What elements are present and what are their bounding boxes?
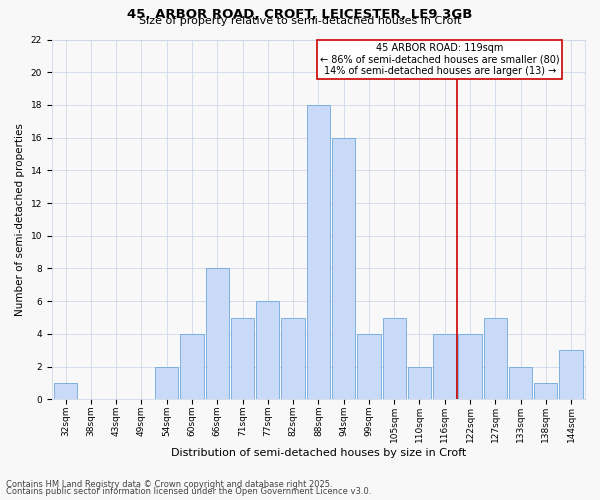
Bar (155, 366, 178, 400)
Bar (509, 366, 532, 400)
Bar (231, 318, 254, 400)
Text: Contains public sector information licensed under the Open Government Licence v3: Contains public sector information licen… (6, 487, 371, 496)
Text: 45 ARBOR ROAD: 119sqm
← 86% of semi-detached houses are smaller (80)
14% of semi: 45 ARBOR ROAD: 119sqm ← 86% of semi-deta… (320, 43, 560, 76)
X-axis label: Distribution of semi-detached houses by size in Croft: Distribution of semi-detached houses by … (171, 448, 466, 458)
Y-axis label: Number of semi-detached properties: Number of semi-detached properties (15, 123, 25, 316)
Bar (307, 105, 330, 400)
Bar (484, 318, 507, 400)
Bar (54, 383, 77, 400)
Bar (383, 318, 406, 400)
Bar (281, 318, 305, 400)
Bar (358, 334, 380, 400)
Bar (559, 350, 583, 400)
Bar (408, 366, 431, 400)
Bar (433, 334, 457, 400)
Text: 45, ARBOR ROAD, CROFT, LEICESTER, LE9 3GB: 45, ARBOR ROAD, CROFT, LEICESTER, LE9 3G… (127, 8, 473, 20)
Text: Size of property relative to semi-detached houses in Croft: Size of property relative to semi-detach… (139, 16, 461, 26)
Bar (332, 138, 355, 400)
Text: Contains HM Land Registry data © Crown copyright and database right 2025.: Contains HM Land Registry data © Crown c… (6, 480, 332, 489)
Bar (206, 268, 229, 400)
Bar (181, 334, 203, 400)
Bar (256, 301, 280, 400)
Bar (534, 383, 557, 400)
Bar (458, 334, 482, 400)
